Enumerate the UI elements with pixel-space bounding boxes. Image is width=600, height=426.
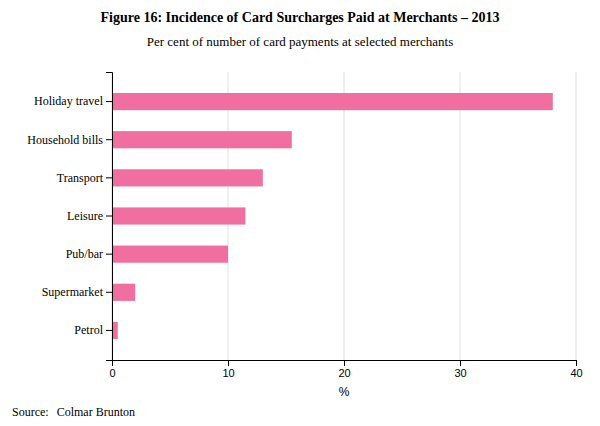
y-tick-label: Household bills — [27, 133, 103, 147]
y-tick: Supermarket — [42, 285, 112, 299]
x-tick: 20 — [338, 360, 350, 379]
annotation-part: Colmar Brunton — [57, 405, 135, 419]
x-tick-mark — [344, 360, 345, 366]
y-tick-mark — [106, 330, 112, 331]
plot: 0 10 20 30 40 Petrol Supermarket Pub/bar Leisure… — [27, 72, 582, 379]
y-tick: Transport — [57, 171, 112, 185]
x-tick-label: 0 — [109, 367, 115, 379]
y-tick-label: Pub/bar — [66, 247, 103, 261]
x-tick-mark — [576, 360, 577, 366]
y-tick-mark — [106, 216, 112, 217]
x-tick: 30 — [454, 360, 466, 379]
y-tick-mark — [106, 177, 112, 178]
grid-line — [576, 72, 577, 360]
x-axis-line — [113, 361, 577, 367]
x-tick: 10 — [222, 360, 234, 379]
bar — [112, 93, 553, 110]
x-tick: 40 — [570, 360, 582, 379]
y-tick-mark — [106, 139, 112, 140]
x-tick-label: 30 — [454, 367, 466, 379]
y-tick: Holiday travel — [34, 94, 112, 108]
y-tick-label: Supermarket — [42, 285, 104, 299]
x-axis-label: % — [339, 385, 350, 399]
y-axis: Petrol Supermarket Pub/bar Leisure Transport… — [27, 73, 112, 361]
y-tick-label: Holiday travel — [34, 94, 104, 108]
x-tick-mark — [460, 360, 461, 366]
y-tick-label: Transport — [57, 171, 104, 185]
y-tick: Petrol — [74, 323, 112, 337]
annotation-part: Source: — [12, 405, 49, 419]
x-tick-mark — [228, 360, 229, 366]
bars — [112, 93, 553, 339]
y-axis-line — [106, 73, 113, 361]
bar — [112, 131, 292, 148]
y-tick-mark — [106, 292, 112, 293]
y-tick: Pub/bar — [66, 247, 112, 261]
x-tick-label: 10 — [222, 367, 234, 379]
bar — [112, 169, 263, 186]
x-tick-label: 20 — [338, 367, 350, 379]
grid-line — [460, 72, 461, 360]
bar — [112, 284, 135, 301]
subtitle: Per cent of number of card payments at s… — [147, 34, 453, 49]
title: Figure 16: Incidence of Card Surcharges … — [101, 10, 500, 25]
y-tick-mark — [106, 101, 112, 102]
y-tick: Household bills — [27, 133, 112, 147]
y-tick-label: Petrol — [74, 323, 103, 337]
x-tick: 0 — [109, 360, 115, 379]
grid-line — [344, 72, 345, 360]
annotation: Source: Colmar Brunton — [12, 405, 135, 419]
grid — [112, 72, 576, 360]
x-axis: 0 10 20 30 40 — [109, 360, 582, 379]
bar — [112, 246, 228, 263]
y-tick-mark — [106, 254, 112, 255]
y-tick: Leisure — [67, 209, 112, 223]
bar — [112, 207, 245, 224]
chart: Figure 16: Incidence of Card Surcharges … — [0, 0, 600, 426]
y-tick-label: Leisure — [67, 209, 103, 223]
x-tick-label: 40 — [570, 367, 582, 379]
